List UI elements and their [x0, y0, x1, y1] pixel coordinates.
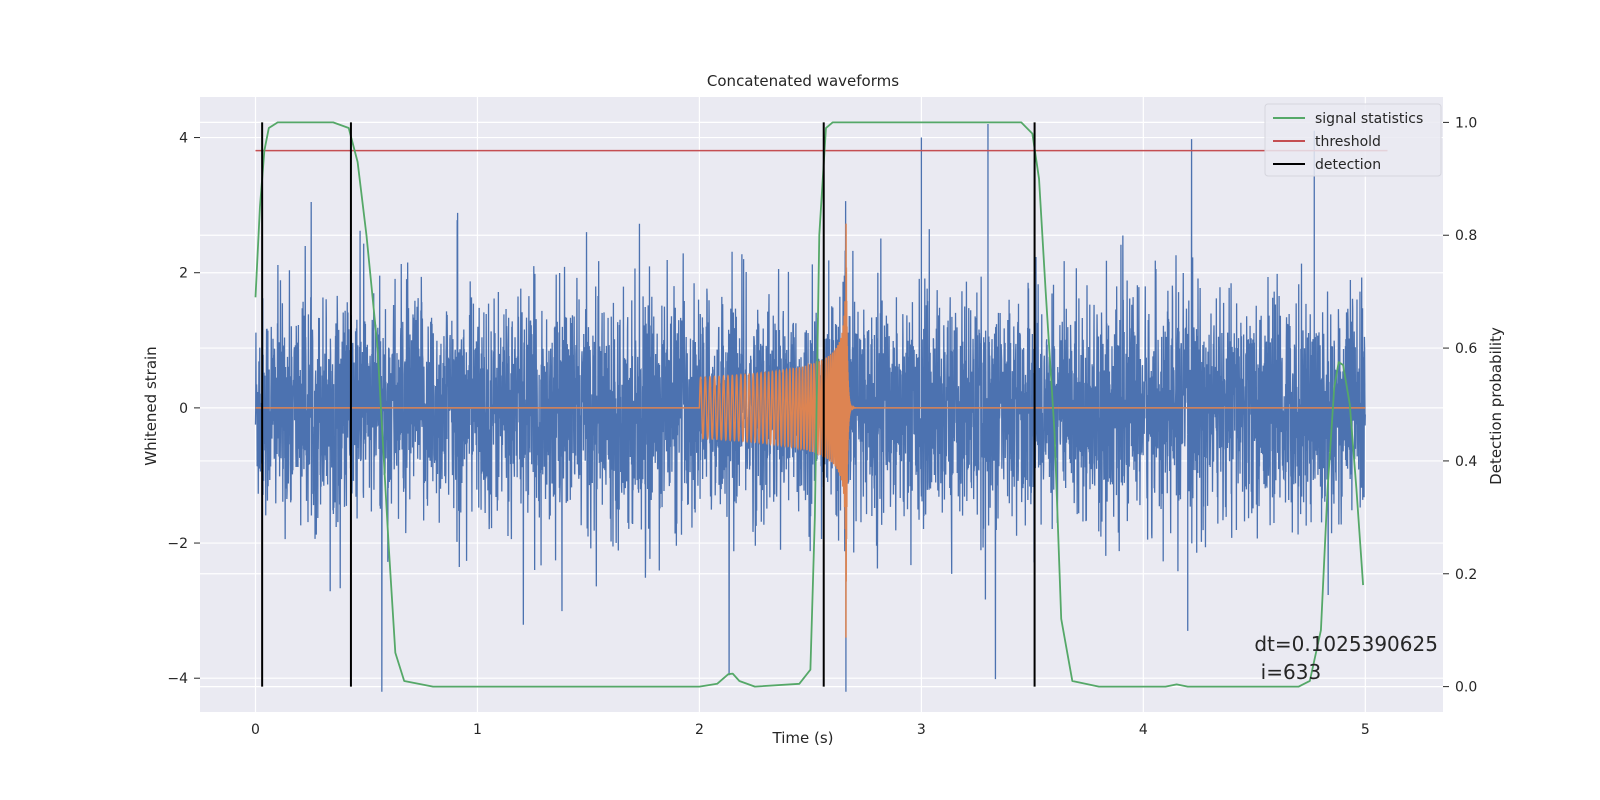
right-tick-label: 0.2	[1455, 567, 1477, 583]
right-axis-ticks: 0.0 0.2 0.4 0.6 0.8 1.0	[1443, 115, 1477, 696]
series-layer	[254, 121, 1388, 692]
right-tick-label: 0.8	[1455, 228, 1477, 244]
legend-label: signal statistics	[1315, 111, 1423, 127]
y-axis-label-right: Detection probability	[1487, 327, 1505, 485]
legend-box	[1264, 103, 1442, 177]
x-tick-label: 3	[917, 722, 926, 738]
right-tick-label: 0.0	[1455, 680, 1477, 696]
right-tick-label: 0.6	[1455, 341, 1477, 357]
chart-title: Concatenated waveforms	[707, 72, 899, 90]
x-tick-label: 0	[251, 722, 260, 738]
plot-area	[254, 121, 1388, 692]
left-axis-ticks: −4 −2 0 2 4	[167, 131, 200, 687]
series-signal-statistics	[254, 121, 1364, 688]
annotation-index: i=633	[1254, 660, 1321, 684]
right-tick-label: 0.4	[1455, 454, 1477, 470]
annotation: dt=0.1025390625 i=633	[1254, 632, 1438, 684]
left-tick-label: 2	[179, 266, 188, 282]
y-axis-label-left: Whitened strain	[142, 346, 160, 465]
x-tick-label: 2	[695, 722, 704, 738]
series-injected-waveform	[255, 223, 1366, 638]
x-axis-ticks: 0 1 2 3 4 5	[251, 722, 1370, 738]
right-tick-label: 1.0	[1455, 115, 1477, 131]
legend-label: detection	[1315, 157, 1381, 173]
x-tick-label: 1	[473, 722, 482, 738]
x-axis-label: Time (s)	[772, 729, 834, 747]
x-tick-label: 4	[1139, 722, 1148, 738]
left-tick-label: −4	[167, 671, 188, 687]
legend: signal statistics threshold detection	[1264, 103, 1442, 177]
left-tick-label: 4	[179, 131, 188, 147]
annotation-dt: dt=0.1025390625	[1254, 632, 1438, 656]
left-tick-label: −2	[167, 536, 188, 552]
legend-label: threshold	[1315, 134, 1381, 150]
x-tick-label: 5	[1361, 722, 1370, 738]
left-tick-label: 0	[179, 401, 188, 417]
